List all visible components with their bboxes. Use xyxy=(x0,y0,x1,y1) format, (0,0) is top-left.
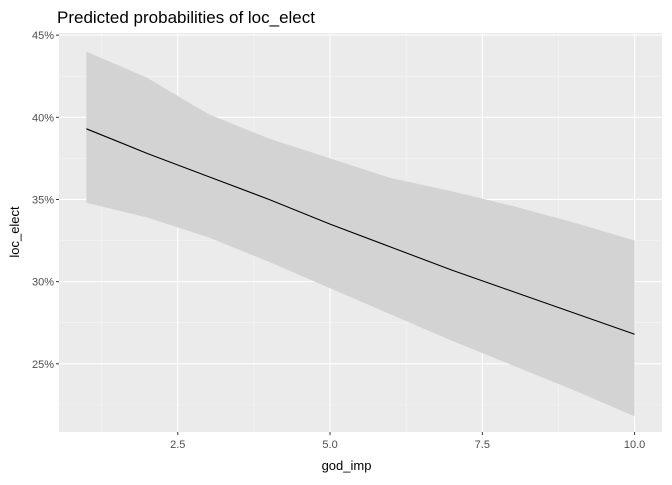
x-axis-ticks: 2.5 5.0 7.5 10.0 xyxy=(170,432,645,451)
y-tick-label: 40% xyxy=(32,112,54,124)
x-tick-label: 10.0 xyxy=(624,439,645,451)
x-tick-label: 7.5 xyxy=(475,439,490,451)
series-line xyxy=(86,128,635,335)
x-axis-title: god_imp xyxy=(322,458,372,473)
y-tick-label: 25% xyxy=(32,359,54,371)
confidence-ribbon xyxy=(86,51,635,417)
chart-title: Predicted probabilities of loc_elect xyxy=(57,8,315,27)
x-tick-label: 5.0 xyxy=(322,439,337,451)
x-tick-label: 2.5 xyxy=(170,439,185,451)
y-tick-label: 35% xyxy=(32,194,54,206)
y-axis-ticks: 25% 30% 35% 40% 45% xyxy=(32,30,59,371)
y-tick-label: 30% xyxy=(32,277,54,289)
y-axis-title: loc_elect xyxy=(7,206,22,258)
y-tick-label: 45% xyxy=(32,30,54,42)
